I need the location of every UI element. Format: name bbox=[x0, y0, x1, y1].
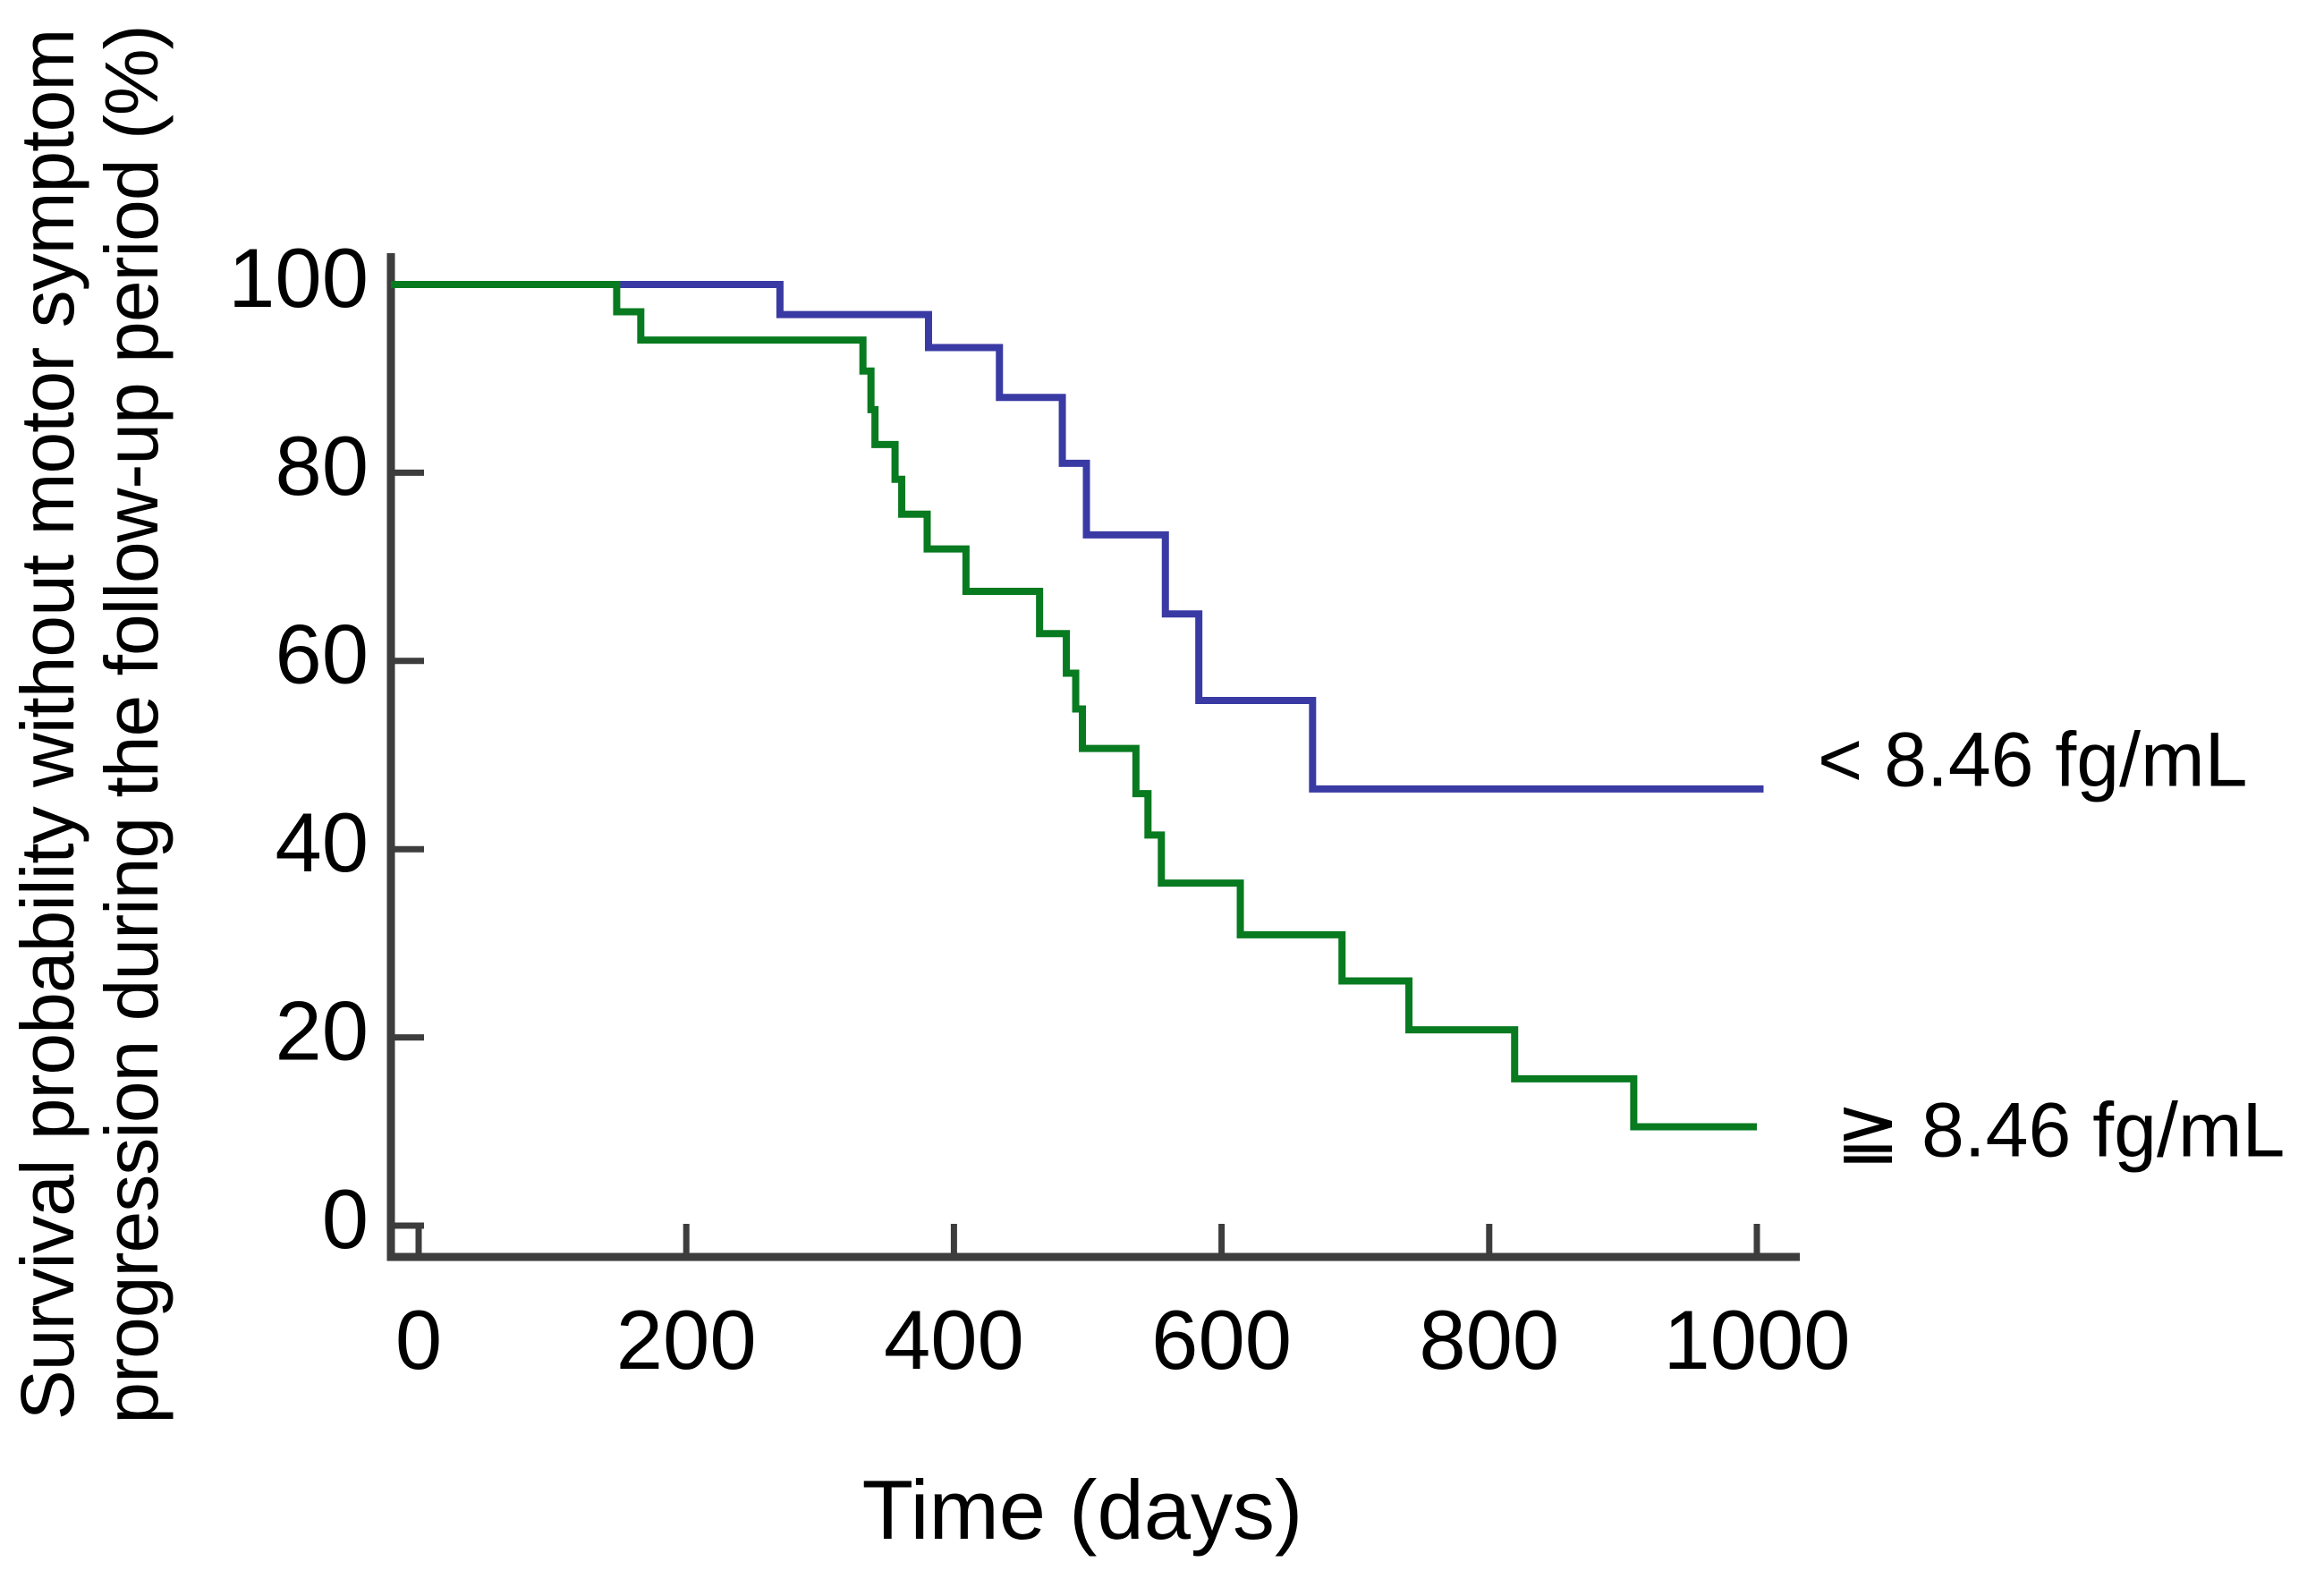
x-tick-label-400: 400 bbox=[884, 1293, 1024, 1387]
x-tick-label-800: 800 bbox=[1419, 1293, 1559, 1387]
y-tick-label-0: 0 bbox=[322, 1172, 369, 1266]
x-tick-label-600: 600 bbox=[1151, 1293, 1292, 1387]
y-tick-label-60: 60 bbox=[275, 607, 369, 701]
y-axis-title-line2: progression during the follow-up period … bbox=[89, 25, 174, 1423]
x-tick-label-0: 0 bbox=[395, 1293, 442, 1387]
x-tick-label-200: 200 bbox=[616, 1293, 757, 1387]
survival-curve-lt-8-46 bbox=[391, 281, 1764, 793]
y-tick-label-80: 80 bbox=[275, 419, 369, 513]
y-tick-label-40: 40 bbox=[275, 795, 369, 889]
x-axis-title: Time (days) bbox=[862, 1463, 1303, 1557]
y-tick-label-20: 20 bbox=[275, 983, 369, 1077]
y-axis-title-line1: Survival probability without motor sympt… bbox=[5, 30, 89, 1421]
survival-curve-gte-8-46 bbox=[391, 281, 1757, 1131]
y-tick-label-100: 100 bbox=[228, 231, 369, 325]
legend-label-green-gte-8.46: ≧ 8.46 fg/mL bbox=[1836, 1088, 2285, 1174]
legend-label-blue-lt-8.46: < 8.46 fg/mL bbox=[1818, 717, 2247, 803]
x-tick-label-1000: 1000 bbox=[1663, 1293, 1850, 1387]
